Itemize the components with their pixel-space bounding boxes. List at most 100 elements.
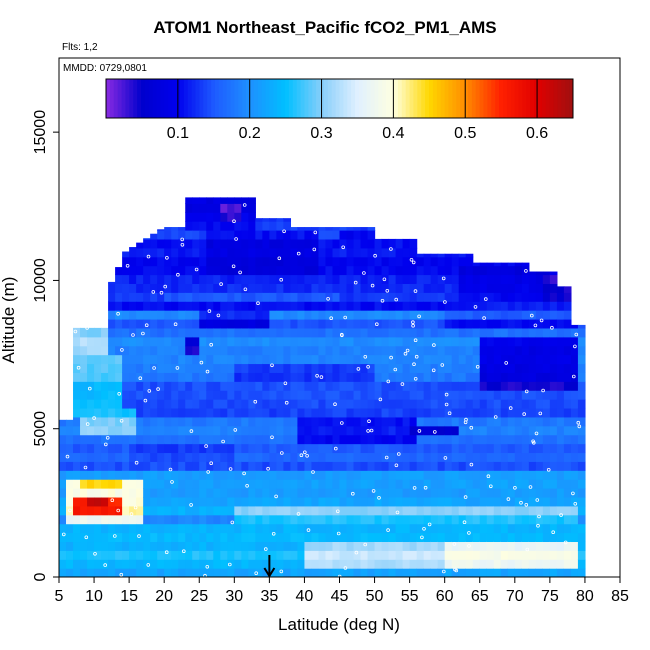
heatmap-cell <box>311 381 320 391</box>
heatmap-cell <box>402 283 411 293</box>
heatmap-cell <box>311 559 320 569</box>
heatmap-cell <box>444 283 453 293</box>
heatmap-cell <box>234 381 242 391</box>
heatmap-cell <box>388 372 397 382</box>
heatmap-cell <box>185 327 193 338</box>
heatmap-cell <box>108 434 116 445</box>
heatmap-cell <box>332 461 341 471</box>
heatmap-cell <box>346 390 355 400</box>
colorbar-segment <box>467 79 473 118</box>
heatmap-cell <box>577 488 586 498</box>
heatmap-cell <box>374 327 383 338</box>
latitude-marker-arrow <box>263 555 276 578</box>
heatmap-cell <box>507 425 516 436</box>
sample-point <box>282 229 286 234</box>
heatmap-cell <box>472 514 481 525</box>
heatmap-cell <box>318 336 327 347</box>
heatmap-cell <box>213 203 221 213</box>
heatmap-cell <box>80 470 88 480</box>
heatmap-cell <box>227 372 235 382</box>
heatmap-cell <box>185 345 193 356</box>
sample-point <box>467 531 471 535</box>
sample-point <box>469 462 474 467</box>
heatmap-cell <box>220 568 228 577</box>
heatmap-cell <box>521 363 530 373</box>
heatmap-cell <box>87 363 95 373</box>
heatmap-cell <box>360 318 369 329</box>
x-tick-label: 55 <box>401 588 419 605</box>
heatmap-cell <box>220 354 228 365</box>
heatmap-cell <box>528 443 537 454</box>
heatmap-cell <box>171 523 179 534</box>
heatmap-cell <box>171 247 179 258</box>
heatmap-cell <box>157 452 165 462</box>
heatmap-cell <box>332 523 341 534</box>
heatmap-cell <box>444 541 453 551</box>
heatmap-cell <box>395 318 404 329</box>
heatmap-cell <box>507 399 516 409</box>
heatmap-cell <box>213 550 221 560</box>
heatmap-cell <box>248 283 256 293</box>
heatmap-cell <box>451 514 460 525</box>
heatmap-cell <box>255 310 263 320</box>
heatmap-cell <box>395 514 404 525</box>
sample-point <box>452 542 457 546</box>
heatmap-cell <box>220 247 228 258</box>
heatmap-cell <box>465 256 474 267</box>
heatmap-cell <box>297 301 306 311</box>
heatmap-cell <box>374 265 383 276</box>
heatmap-cell <box>353 407 362 418</box>
heatmap-cell <box>542 318 551 329</box>
sample-point <box>254 571 259 575</box>
heatmap-cell <box>381 488 390 498</box>
heatmap-cell <box>87 345 95 356</box>
heatmap-cell <box>500 505 509 516</box>
colorbar-tick-label: 0.4 <box>382 125 404 142</box>
heatmap-cell <box>360 247 369 258</box>
heatmap-cell <box>234 274 242 284</box>
sample-point <box>199 360 204 365</box>
heatmap-cell <box>360 256 369 267</box>
heatmap-cell <box>507 550 516 560</box>
heatmap-cell <box>346 479 355 489</box>
heatmap-cell <box>353 283 362 293</box>
heatmap-cell <box>409 390 418 400</box>
heatmap-cell <box>318 381 327 391</box>
heatmap-cell <box>248 416 256 427</box>
heatmap-cell <box>528 452 537 462</box>
heatmap-cell <box>143 514 151 525</box>
heatmap-cell <box>479 443 488 454</box>
heatmap-cells <box>59 197 586 577</box>
heatmap-cell <box>248 354 256 365</box>
heatmap-cell <box>220 399 228 409</box>
heatmap-cell <box>276 399 284 409</box>
heatmap-cell <box>122 354 130 365</box>
heatmap-cell <box>185 247 193 258</box>
heatmap-cell <box>465 452 474 462</box>
heatmap-cell <box>290 568 299 577</box>
heatmap-cell <box>73 425 81 436</box>
heatmap-cell <box>199 381 207 391</box>
heatmap-cell <box>255 221 263 231</box>
heatmap-cell <box>276 434 284 445</box>
heatmap-cell <box>178 363 186 373</box>
heatmap-cell <box>199 425 207 436</box>
heatmap-cell <box>129 452 137 462</box>
heatmap-cell <box>402 372 411 382</box>
sample-point <box>427 522 432 527</box>
heatmap-cell <box>94 496 102 507</box>
heatmap-cell <box>374 247 383 258</box>
heatmap-cell <box>248 425 256 436</box>
heatmap-cell <box>220 443 228 454</box>
heatmap-cell <box>339 532 348 543</box>
heatmap-cell <box>157 514 165 525</box>
heatmap-cell <box>164 327 172 338</box>
heatmap-cell <box>514 354 523 365</box>
heatmap-cell <box>157 274 165 284</box>
heatmap-cell <box>437 416 446 427</box>
heatmap-cell <box>150 425 158 436</box>
heatmap-cell <box>206 345 214 356</box>
heatmap-cell <box>199 197 207 204</box>
heatmap-cell <box>129 310 137 320</box>
heatmap-cell <box>87 470 95 480</box>
